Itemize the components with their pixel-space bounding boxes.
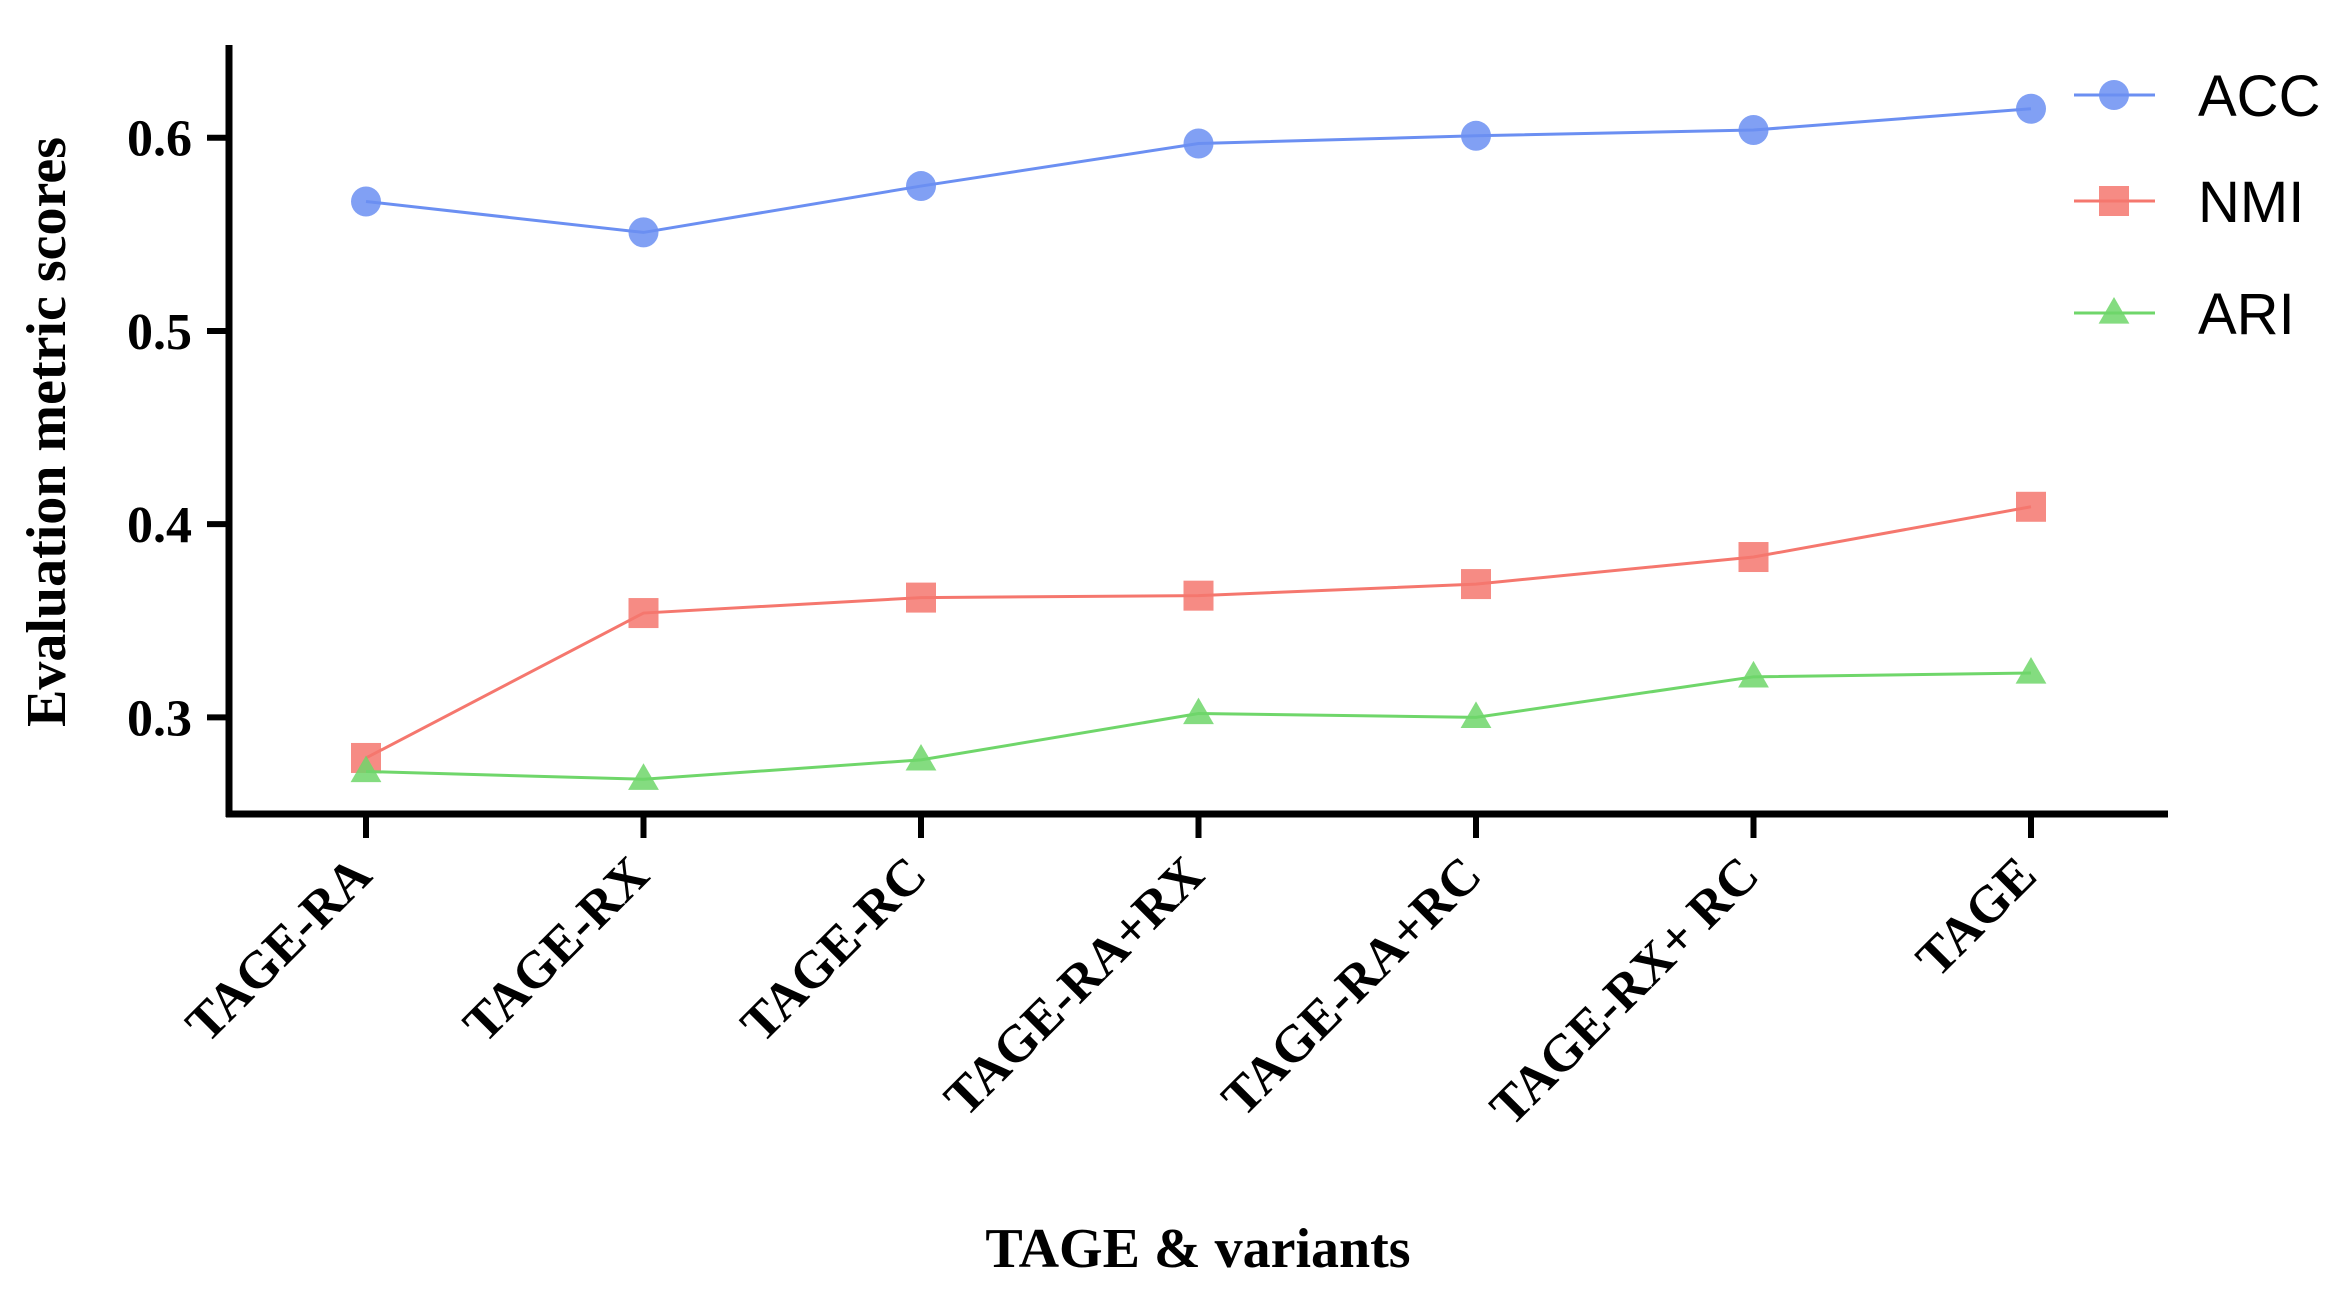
legend: ACC NMI ARI [2074, 64, 2320, 347]
x-tick-label: TAGE-RA [175, 846, 382, 1053]
series-layer [350, 93, 2047, 790]
data-point-ari [1183, 697, 1214, 725]
y-tick-label: 0.5 [127, 304, 192, 361]
data-point-ari [1460, 701, 1492, 729]
data-point-acc [1461, 120, 1491, 151]
series-line-acc [365, 107, 2032, 234]
data-point-acc [351, 186, 381, 217]
data-point-ari [628, 763, 659, 790]
data-point-acc [628, 217, 659, 248]
legend-marker-acc [2099, 80, 2129, 110]
data-point-ari [2015, 656, 2047, 684]
legend-label-acc: ACC [2198, 64, 2320, 129]
legend-marker-nmi [2099, 186, 2129, 216]
x-tick-label: TAGE-RA+RC [1211, 846, 1492, 1127]
legend-label-ari: ARI [2198, 282, 2295, 347]
data-point-ari [350, 755, 382, 783]
data-point-nmi [1738, 542, 1769, 573]
x-tick-label: TAGE [1906, 846, 2048, 988]
x-tick-label: TAGE-RX+ RC [1480, 846, 1770, 1136]
data-point-nmi [1183, 580, 1214, 611]
x-tick-label: TAGE-RA+RX [934, 846, 1215, 1127]
legend-label-nmi: NMI [2198, 170, 2304, 235]
data-point-nmi [1461, 569, 1491, 600]
data-point-acc [906, 171, 936, 202]
x-tick-label: TAGE-RC [730, 846, 937, 1053]
data-point-nmi [906, 582, 936, 613]
data-point-acc [2016, 93, 2046, 124]
y-axis-title: Evaluation metric scores [16, 137, 78, 727]
data-point-acc [1183, 128, 1214, 159]
data-point-nmi [2016, 491, 2046, 522]
series-line-ari [365, 671, 2032, 781]
x-tick-label: TAGE-RX [453, 846, 660, 1053]
x-ticks: TAGE-RA TAGE-RX TAGE-RCTAGE-RA+RXTAGE-RA+R… [175, 814, 2047, 1137]
y-tick-label: 0.6 [127, 111, 192, 168]
data-point-ari [1738, 660, 1769, 688]
y-ticks: 0.3 0.4 0.5 0.6 [127, 111, 229, 747]
data-point-acc [1738, 115, 1769, 146]
y-tick-label: 0.4 [127, 497, 192, 554]
legend-marker-ari [2098, 297, 2130, 324]
y-tick-label: 0.3 [127, 690, 192, 747]
x-axis-title: TAGE & variants [985, 1218, 1410, 1280]
data-point-ari [905, 743, 937, 771]
data-point-nmi [628, 598, 659, 629]
